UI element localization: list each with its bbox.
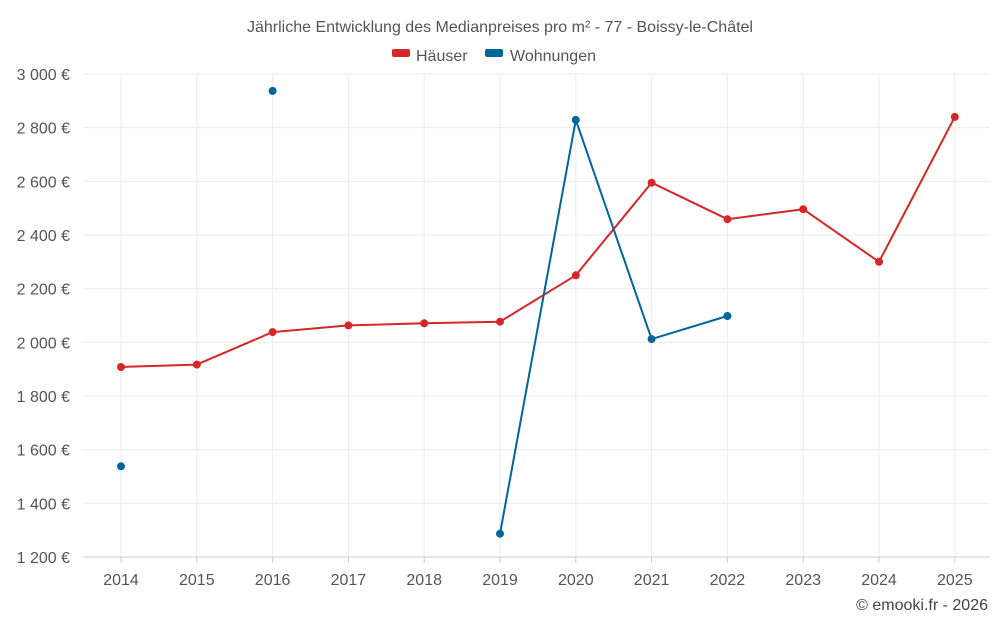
y-tick-label: 2 000 € xyxy=(17,335,70,352)
x-tick-label: 2014 xyxy=(103,572,139,589)
data-point-wohnungen[interactable] xyxy=(647,335,656,344)
x-tick-label: 2020 xyxy=(558,572,594,589)
chart-title: Jährliche Entwicklung des Medianpreises … xyxy=(247,19,753,36)
data-point-wohnungen[interactable] xyxy=(571,115,580,124)
y-tick-label: 2 200 € xyxy=(17,282,70,299)
data-point-hauser[interactable] xyxy=(950,112,959,121)
y-tick-label: 1 800 € xyxy=(17,389,70,406)
series xyxy=(117,86,959,538)
y-tick-label: 2 800 € xyxy=(17,121,70,138)
legend-swatch-hauser xyxy=(392,49,410,57)
data-point-hauser[interactable] xyxy=(420,319,429,328)
x-tick-label: 2023 xyxy=(785,572,821,589)
data-point-hauser[interactable] xyxy=(875,257,883,266)
x-tick-label: 2025 xyxy=(937,572,973,589)
series-wohnungen xyxy=(117,86,732,538)
data-point-wohnungen[interactable] xyxy=(268,86,277,95)
data-point-hauser[interactable] xyxy=(344,321,353,330)
legend-swatch-wohnungen xyxy=(485,49,503,57)
y-tick-label: 2 600 € xyxy=(17,174,70,191)
series-hauser xyxy=(117,112,959,371)
data-point-hauser[interactable] xyxy=(723,215,732,224)
x-tick-label: 2015 xyxy=(179,572,215,589)
x-tick-label: 2018 xyxy=(406,572,442,589)
y-tick-label: 3 000 € xyxy=(17,67,70,84)
series-line-wohnungen xyxy=(499,118,728,534)
legend-item-hauser[interactable]: Häuser xyxy=(392,48,468,65)
x-tick-label: 2022 xyxy=(710,572,746,589)
x-tick-label: 2024 xyxy=(861,572,897,589)
grid xyxy=(83,73,990,558)
data-point-hauser[interactable] xyxy=(268,328,277,337)
data-point-wohnungen[interactable] xyxy=(723,312,732,320)
data-point-hauser[interactable] xyxy=(496,317,504,326)
y-tick-label: 2 400 € xyxy=(17,228,70,245)
y-tick-label: 1 200 € xyxy=(17,550,70,567)
x-tick-label: 2019 xyxy=(482,572,518,589)
data-point-hauser[interactable] xyxy=(647,178,656,187)
footer-credit: © emooki.fr - 2026 xyxy=(856,597,988,614)
x-tick-label: 2021 xyxy=(634,572,670,589)
axes: 1 200 € 1 400 € 1 600 € 1 800 € 2 000 € 2 200… xyxy=(17,67,990,589)
legend: Häuser Wohnungen xyxy=(392,48,596,65)
legend-label-hauser: Häuser xyxy=(416,48,468,65)
y-tick-label: 1 400 € xyxy=(17,496,70,513)
legend-item-wohnungen[interactable]: Wohnungen xyxy=(485,48,596,65)
data-point-hauser[interactable] xyxy=(192,360,201,369)
x-tick-label: 2016 xyxy=(255,572,291,589)
data-point-hauser[interactable] xyxy=(799,205,808,214)
y-tick-label: 1 600 € xyxy=(17,443,70,460)
x-tick-label: 2017 xyxy=(331,572,367,589)
series-line-hauser xyxy=(120,116,956,368)
data-point-wohnungen[interactable] xyxy=(496,529,504,538)
legend-label-wohnungen: Wohnungen xyxy=(510,48,596,65)
data-point-wohnungen[interactable] xyxy=(117,462,125,471)
data-point-hauser[interactable] xyxy=(117,363,125,371)
data-point-hauser[interactable] xyxy=(571,271,580,280)
